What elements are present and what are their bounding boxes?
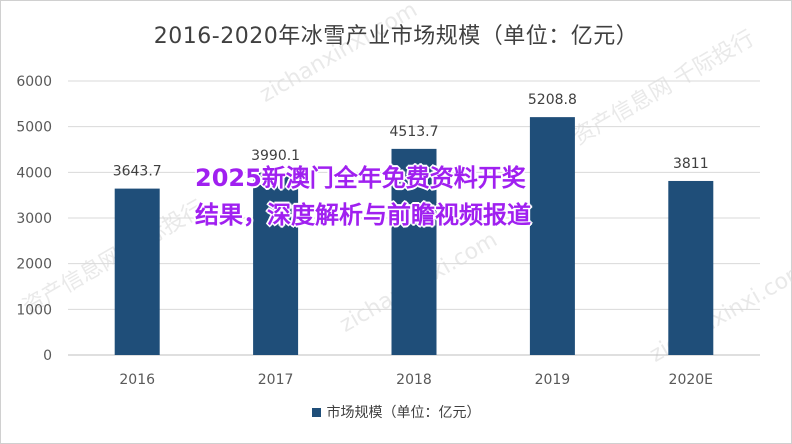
y-tick-label: 2000: [16, 257, 52, 273]
overlay-line-2: 结果，深度解析与前瞻视频报道: [195, 201, 531, 229]
x-tick-label: 2016: [119, 372, 155, 388]
y-tick-label: 5000: [16, 120, 52, 136]
y-tick-label: 4000: [16, 165, 52, 181]
y-axis-ticks: 0 1000 2000 3000 4000 5000 6000: [16, 74, 52, 364]
y-tick-label: 1000: [16, 302, 52, 318]
bar: [668, 180, 714, 355]
x-tick-label: 2018: [396, 372, 432, 388]
x-axis-ticks: 2016 2017 2018 2019 2020E: [119, 372, 713, 388]
bar: [253, 172, 299, 355]
legend-swatch: [311, 408, 321, 417]
chart-title: 2016-2020年冰雪产业市场规模（单位：亿元）: [153, 24, 639, 49]
bar: [529, 117, 575, 355]
x-tick-label: 2017: [258, 372, 294, 388]
x-tick-label: 2019: [535, 372, 571, 388]
y-tick-label: 0: [43, 348, 52, 364]
y-tick-label: 6000: [16, 74, 52, 90]
legend: 市场规模（单位：亿元）: [0, 402, 792, 422]
x-tick-label: 2020E: [669, 372, 713, 388]
bar: [391, 148, 437, 355]
data-label: 3811: [673, 156, 709, 172]
bar: [114, 188, 160, 355]
overlay-text: 2025新澳门全年免费资料开奖 结果，深度解析与前瞻视频报道: [195, 160, 531, 234]
data-label: 3643.7: [113, 164, 162, 180]
data-label: 4513.7: [390, 124, 439, 140]
legend-label: 市场规模（单位：亿元）: [326, 405, 481, 421]
bar-labels: 3643.7 3990.1 4513.7 5208.8 3811: [113, 92, 709, 179]
bars: [114, 117, 714, 355]
data-label: 5208.8: [528, 92, 577, 108]
data-label: 3990.1: [251, 148, 300, 164]
y-tick-label: 3000: [16, 211, 52, 227]
overlay-line-1: 2025新澳门全年免费资料开奖: [195, 164, 526, 192]
